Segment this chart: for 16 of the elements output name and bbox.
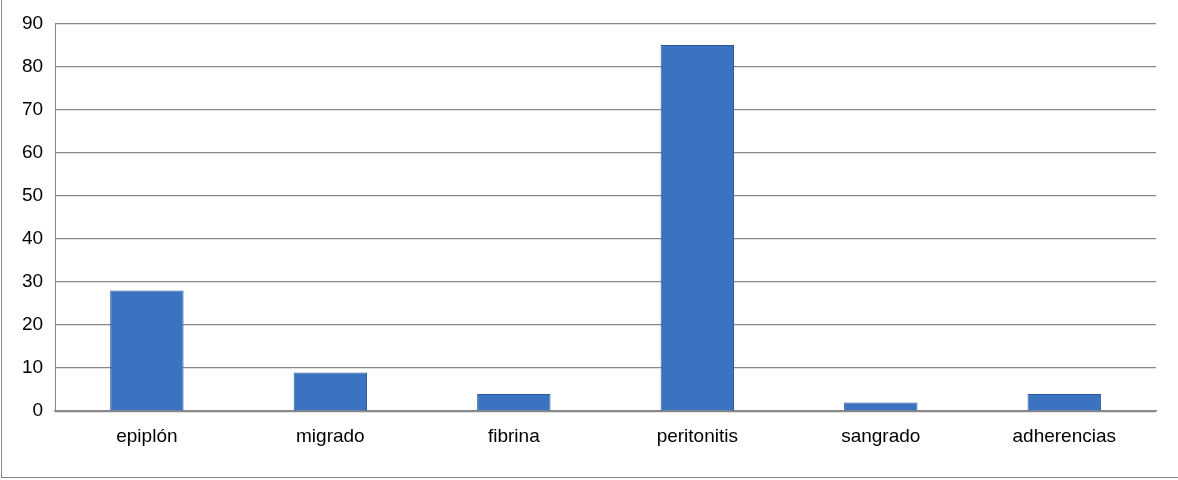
x-tick-label: peritonitis xyxy=(656,424,738,446)
x-tick-label: adherencias xyxy=(1012,424,1117,446)
y-tick-label: 50 xyxy=(21,183,44,205)
y-tick-label: 70 xyxy=(21,97,44,119)
y-tick-label: 30 xyxy=(21,270,44,292)
y-tick-label: 0 xyxy=(32,399,44,421)
y-tick-label: 80 xyxy=(21,54,44,76)
x-tick-label: epiplón xyxy=(116,424,178,446)
x-tick-label: sangrado xyxy=(841,424,921,446)
x-tick-label: fibrina xyxy=(487,424,541,446)
y-tick-label: 10 xyxy=(21,356,44,378)
y-tick-label: 20 xyxy=(21,313,44,335)
y-tick-label: 60 xyxy=(21,140,44,162)
y-tick-label: 90 xyxy=(21,11,44,33)
y-tick-label: 40 xyxy=(21,227,44,249)
x-tick-label: migrado xyxy=(296,424,365,446)
